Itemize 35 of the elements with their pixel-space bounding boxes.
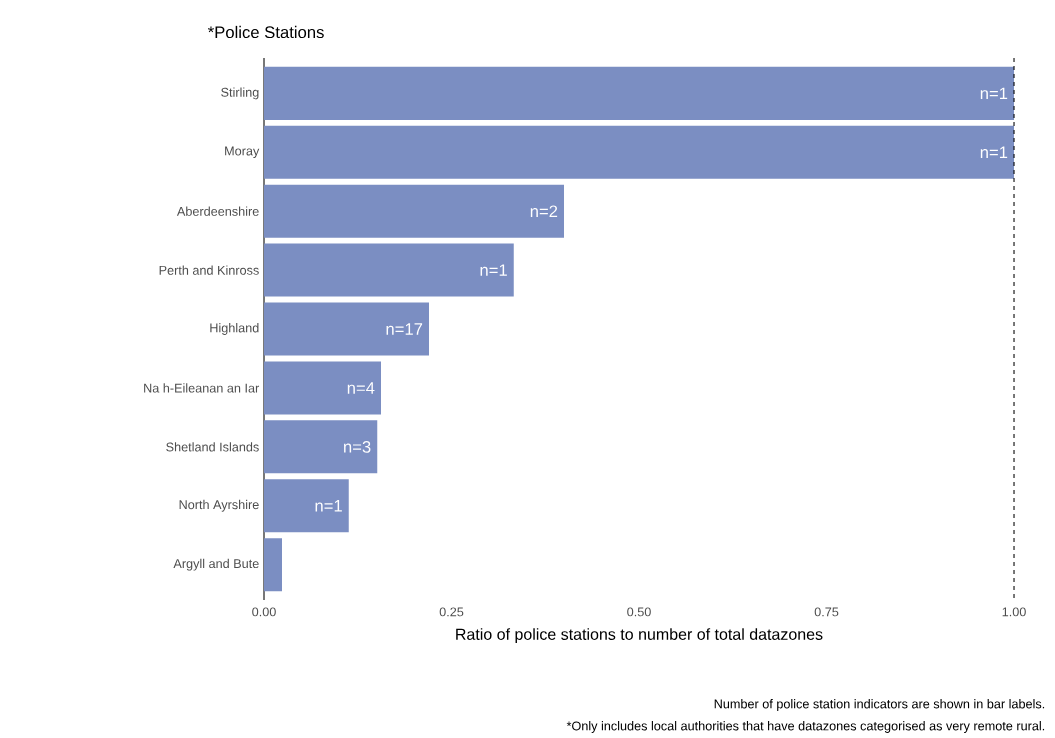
- bar: [264, 125, 1015, 179]
- bar: [264, 538, 282, 592]
- x-tick-label: 0.00: [252, 607, 276, 617]
- bar: [264, 420, 378, 474]
- bar: [264, 66, 1015, 120]
- annotation: n=4: [347, 382, 375, 394]
- chart-title: *Police Stations: [207, 25, 324, 39]
- y-tick-label: Aberdeenshire: [176, 206, 259, 216]
- annotation: n=3: [344, 440, 371, 453]
- y-tick-label: Moray: [225, 146, 260, 158]
- y-tick-label: Argyll and Bute: [173, 558, 259, 571]
- x-tick-label: 1.00: [1002, 607, 1026, 617]
- y-tick-label: North Ayrshire: [179, 499, 259, 512]
- bar: [264, 479, 349, 533]
- annotation: n=1: [980, 87, 1008, 100]
- annotation: n=1: [980, 146, 1008, 159]
- bar: [264, 361, 381, 415]
- y-tick-label: Shetland Islands: [166, 442, 259, 452]
- bar: [264, 184, 565, 238]
- bar: [264, 302, 430, 356]
- text: Number of police station indicators are shown in bar labels.: [714, 699, 1045, 711]
- annotation: n=2: [530, 205, 558, 218]
- x-tick-label: 0.25: [439, 607, 464, 617]
- y-tick-label: Perth and Kinross: [159, 265, 259, 275]
- annotation: n=17: [386, 323, 423, 335]
- y-tick-label: Highland: [210, 323, 259, 335]
- annotation: n=1: [315, 500, 342, 512]
- x-tick-label: 0.50: [627, 607, 651, 617]
- x-tick-label: 0.75: [814, 607, 839, 617]
- bar: [264, 243, 514, 297]
- annotation: n=1: [480, 264, 507, 276]
- y-tick-label: Stirling: [221, 87, 259, 100]
- text: *Only includes local authorities that have datazones categorised as very remote rural.: [566, 721, 1045, 733]
- x-axis-title: Ratio of police stations to number of total datazones: [456, 628, 823, 644]
- y-tick-label: Na h-Eileanan an Iar: [144, 383, 260, 393]
